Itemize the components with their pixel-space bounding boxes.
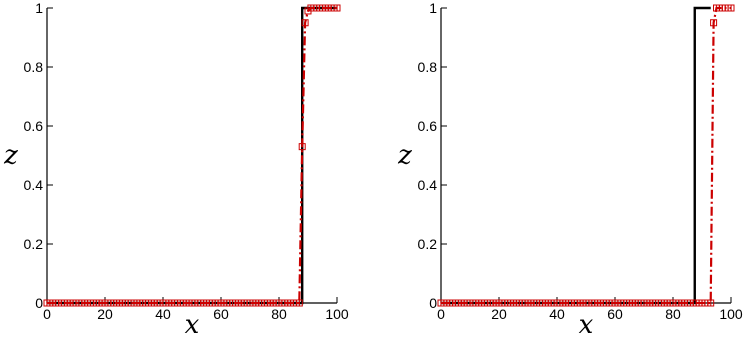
y-axis-label: z [3,141,18,171]
x-tick-label: 80 [271,306,287,322]
y-tick-label: 0 [35,295,43,311]
x-tick-label: 60 [607,306,623,322]
data-point-marker [333,4,341,12]
data-point-marker [710,19,718,27]
y-tick-label: 1 [429,0,437,16]
x-tick-label: 100 [719,306,743,322]
x-axis-label: x [579,310,594,340]
y-tick-label: 0.6 [24,118,44,134]
y-tick-label: 0 [429,295,437,311]
x-tick-label: 60 [213,306,229,322]
data-point-marker [727,4,735,12]
data-point-marker [298,143,306,151]
x-tick-label: 100 [325,306,349,322]
x-tick-label: 0 [43,306,51,322]
series-line-exact [47,6,337,305]
y-tick-label: 0.8 [418,59,438,75]
data-point-marker [301,19,309,27]
chart-panel-1: 0 20 40 60 80 100 0 0.2 0.4 0.6 0.8 1 x z [3,0,349,340]
chart-panel-2: 0 20 40 60 80 100 0 0.2 0.4 0.6 0.8 1 x z [397,0,743,340]
y-tick-label: 0.4 [418,177,438,193]
data-point-marker [707,299,715,307]
series-line-numerical [47,6,337,305]
series-line-numerical [441,6,731,305]
x-tick-label: 0 [437,306,445,322]
x-tick-label: 80 [665,306,681,322]
x-tick-label: 40 [155,306,171,322]
data-point-marker [295,299,303,307]
y-tick-label: 0.2 [418,236,438,252]
x-tick-label: 20 [97,306,113,322]
y-tick-label: 1 [35,0,43,16]
y-tick-label: 0.2 [24,236,44,252]
y-tick-label: 0.8 [24,59,44,75]
y-tick-label: 0.6 [418,118,438,134]
x-axis-label: x [185,310,200,340]
series-line-exact [441,6,711,305]
x-tick-label: 40 [549,306,565,322]
x-tick-label: 20 [491,306,507,322]
y-tick-label: 0.4 [24,177,44,193]
y-axis-label: z [397,141,412,171]
